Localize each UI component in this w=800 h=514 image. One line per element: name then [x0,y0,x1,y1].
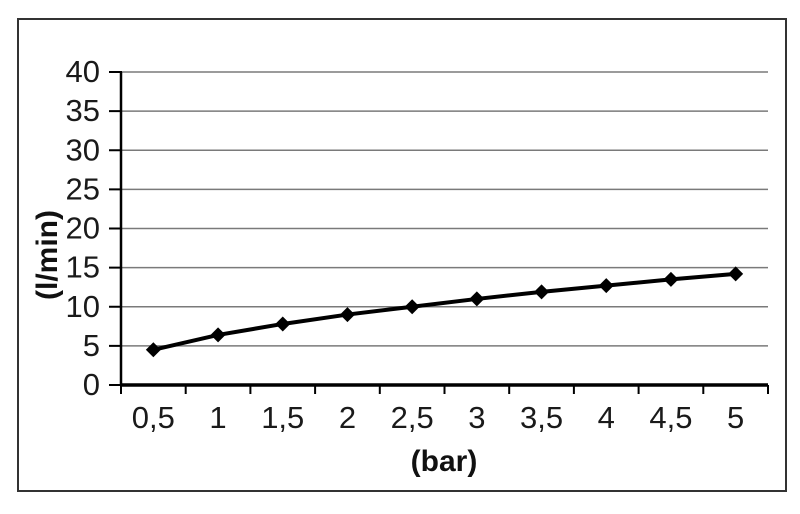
series-line-flow-rate [152,271,736,352]
x-tick-label: 1 [209,400,226,435]
data-point-marker [469,291,485,307]
data-point-marker [339,307,355,323]
y-tick-label: 10 [66,289,100,324]
y-tick-label: 5 [83,328,100,363]
y-tick-label: 40 [66,54,100,89]
x-tick-label: 5 [727,400,744,435]
x-tick-labels: 0,5 1 1,5 2 2,5 3 3,5 4 4,5 5 [132,400,744,435]
y-tick-label: 15 [66,250,100,285]
data-point-marker [404,299,420,315]
x-tick-label: 1,5 [261,400,304,435]
x-tick-label: 4,5 [649,400,692,435]
y-tick-labels: 0 5 10 15 20 25 30 35 40 [66,54,100,402]
x-tick-label: 3 [468,400,485,435]
x-tick-label: 4 [598,400,615,435]
data-point-marker [728,266,744,282]
y-tick-label: 30 [66,132,100,167]
data-series [145,266,744,358]
x-tick-label: 2 [339,400,356,435]
y-tick-label: 20 [66,211,100,246]
x-tick-label: 0,5 [132,400,175,435]
axes [119,72,768,387]
x-axis-label: (bar) [411,445,478,478]
data-point-marker [598,278,614,294]
y-axis-label: (l/min) [31,210,64,300]
data-point-marker [534,284,550,300]
x-tick-label: 2,5 [391,400,434,435]
y-tick-label: 25 [66,171,100,206]
data-point-marker [663,271,679,287]
data-point-marker [145,342,161,358]
y-tick-label: 0 [83,367,100,402]
chart-border [17,18,787,492]
x-tick-label: 3,5 [520,400,563,435]
gridlines [121,71,768,347]
data-point-marker [210,327,226,343]
y-tick-label: 35 [66,93,100,128]
data-point-marker [275,316,291,332]
